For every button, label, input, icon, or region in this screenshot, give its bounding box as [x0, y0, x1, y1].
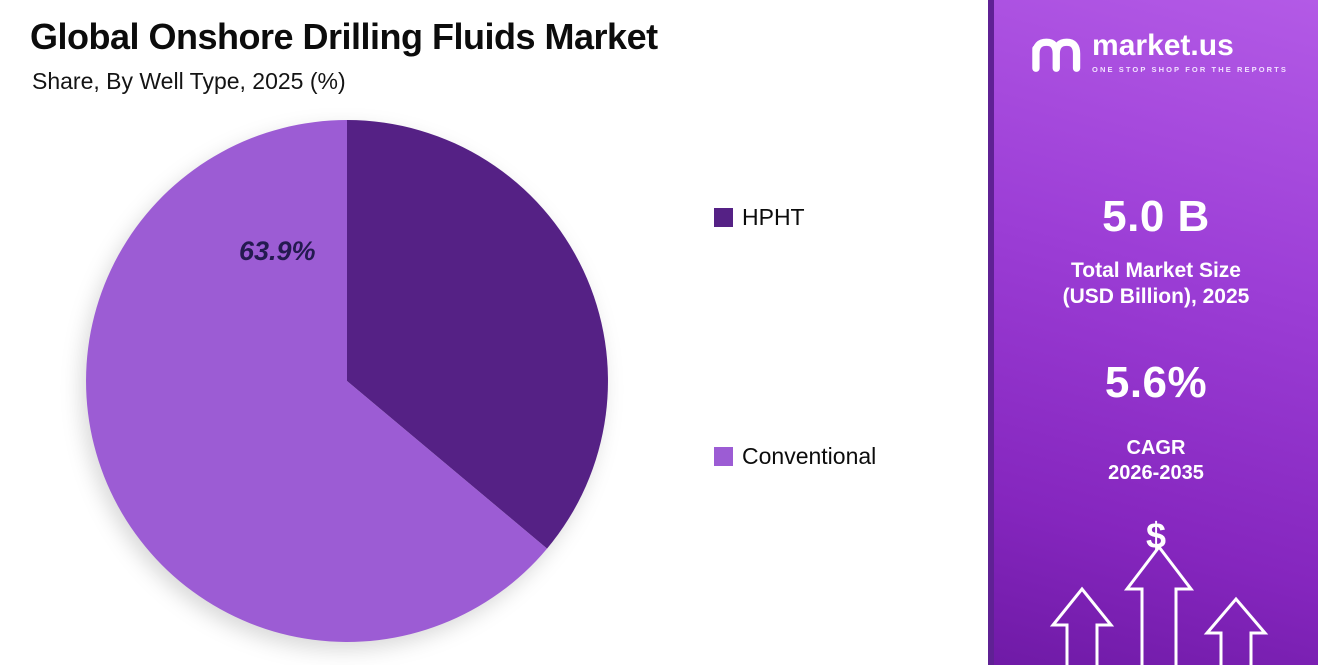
pie-chart: 63.9%	[84, 118, 610, 644]
stat-cagr-label-line1: CAGR	[1126, 437, 1186, 459]
pie-data-label: 63.9%	[239, 236, 316, 266]
chart-subtitle: Share, By Well Type, 2025 (%)	[32, 68, 346, 94]
stat-cagr-value: 5.6%	[1104, 358, 1208, 407]
legend-swatch-hpht	[714, 208, 733, 227]
legend-item-hpht: HPHT	[714, 204, 876, 231]
stat-market-size-label: Total Market Size (USD Billion), 2025	[994, 258, 1318, 311]
stat-cagr: 5.6% CAGR 2026-2035	[994, 358, 1318, 486]
brand-tagline: ONE STOP SHOP FOR THE REPORTS	[1092, 64, 1288, 74]
legend-item-conventional: Conventional	[714, 443, 876, 470]
legend-label-conventional: Conventional	[742, 443, 877, 469]
legend-swatch-conventional	[714, 447, 733, 466]
pie-slice-hpht	[347, 120, 608, 549]
brand-logo: market.us ONE STOP SHOP FOR THE REPORTS	[994, 26, 1318, 78]
stat-market-size: 5.0 B Total Market Size (USD Billion), 2…	[994, 192, 1318, 311]
stat-market-size-label-line2: (USD Billion), 2025	[1062, 285, 1250, 309]
stat-market-size-label-line1: Total Market Size	[1071, 259, 1241, 282]
brand-name: market.us	[1092, 28, 1234, 62]
market-us-logo-icon	[1032, 38, 1081, 72]
stat-market-size-value: 5.0 B	[1102, 192, 1210, 241]
stat-cagr-label-line2: 2026-2035	[1108, 462, 1204, 484]
pie-svg	[86, 120, 608, 642]
chart-title: Global Onshore Drilling Fluids Market	[30, 16, 658, 57]
dollar-icon: $	[1145, 515, 1167, 556]
growth-arrows-icon	[1049, 544, 1269, 665]
chart-area: Global Onshore Drilling Fluids Market Sh…	[30, 16, 877, 644]
legend-label-hpht: HPHT	[742, 204, 805, 230]
brand-text: market.us ONE STOP SHOP FOR THE REPORTS	[1092, 28, 1288, 74]
sidebar-panel: market.us ONE STOP SHOP FOR THE REPORTS …	[988, 0, 1318, 665]
pie-slice-conventional	[86, 120, 548, 642]
stat-cagr-label: CAGR 2026-2035	[994, 436, 1318, 486]
chart-legend: HPHT Conventional	[714, 204, 876, 470]
